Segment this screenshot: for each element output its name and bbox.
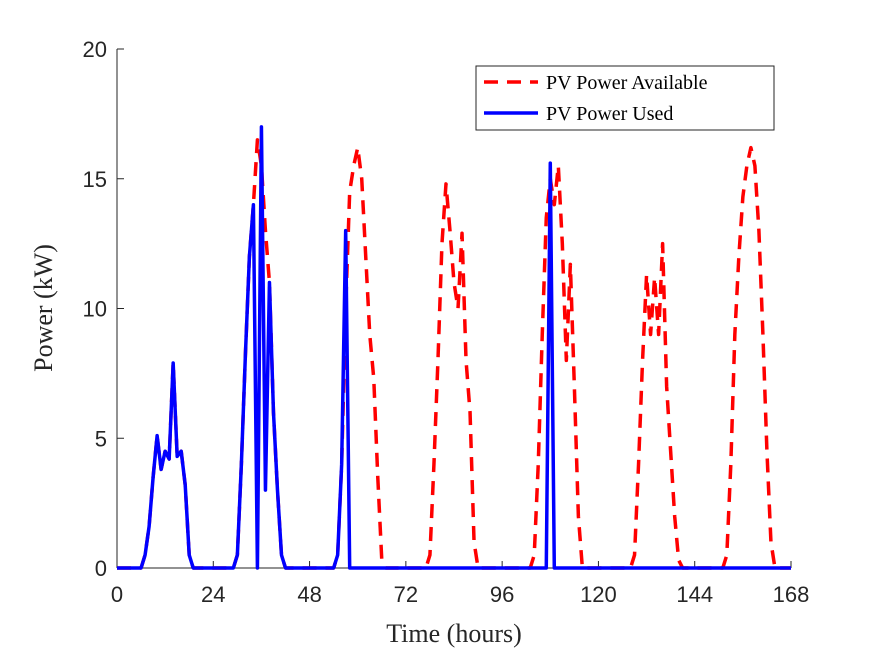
x-tick-label: 144 [676,582,713,607]
x-tick-label: 24 [201,582,225,607]
y-tick-label: 15 [83,167,107,192]
x-tick-label: 168 [773,582,810,607]
x-tick-label: 120 [580,582,617,607]
legend: PV Power Available PV Power Used [475,65,775,131]
x-tick-label: 72 [394,582,418,607]
x-tick-label: 48 [297,582,321,607]
y-tick-label: 20 [83,37,107,62]
x-axis-label: Time (hours) [386,619,522,648]
x-tick-label: 0 [111,582,123,607]
y-tick-label: 0 [95,556,107,581]
series-line [117,125,791,570]
x-tick-label: 96 [490,582,514,607]
y-axis-label: Power (kW) [29,244,58,372]
legend-label: PV Power Available [546,72,708,94]
legend-box [475,65,775,131]
y-tick-label: 10 [83,297,107,322]
legend-label: PV Power Used [546,103,673,125]
y-tick-label: 5 [95,426,107,451]
series-line [117,138,791,570]
